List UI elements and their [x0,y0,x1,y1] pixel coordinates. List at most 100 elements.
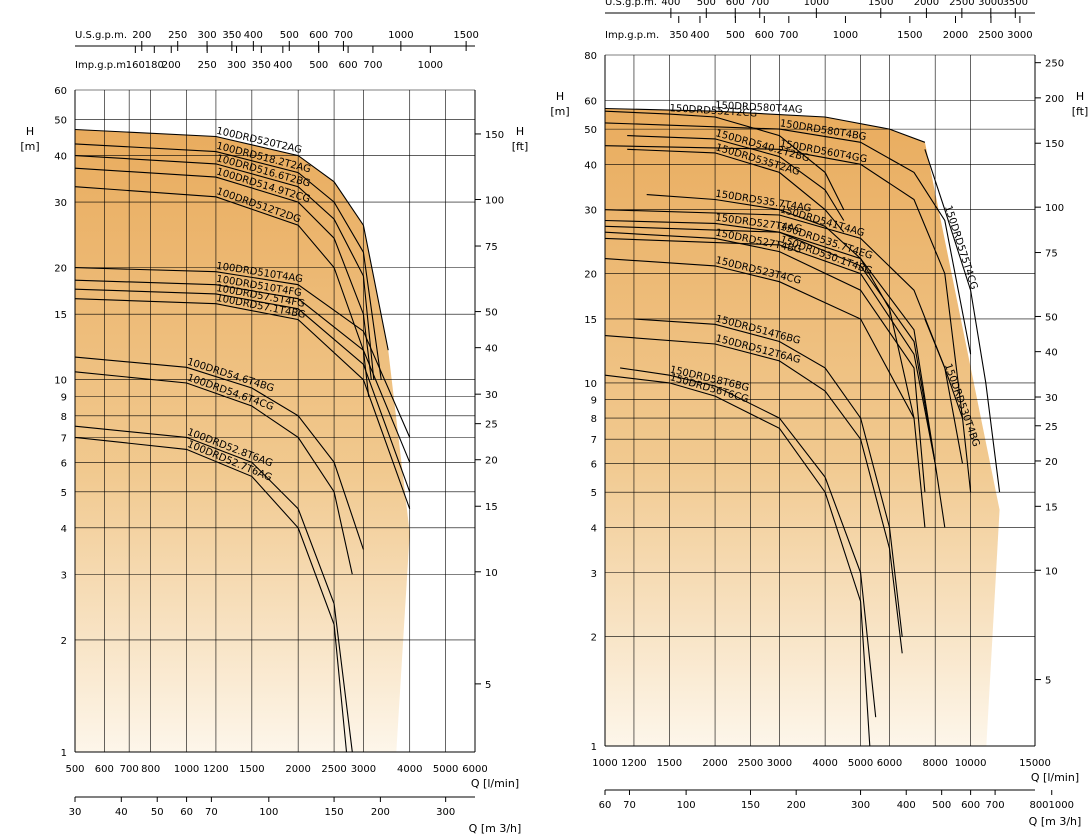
curve-150DRD523T4CG [604,258,926,528]
us-gpm-tick-label: 700 [750,0,769,8]
us-gpm-tick-label: 1000 [804,0,829,8]
imp-gpm-label: Imp.g.p.m. [605,30,659,41]
y-tick-label: 40 [584,160,597,171]
x-tick-label: 1500 [657,758,682,769]
y-tick-label: 7 [591,435,597,446]
m3h-tick-label: 50 [151,807,164,818]
m3h-tick-label: 60 [180,807,193,818]
us-gpm-tick-label: 700 [334,30,353,41]
x2-axis-title: Q [m 3/h] [1029,815,1082,828]
imp-gpm-tick-label: 600 [339,60,358,71]
ft-tick-label: 50 [485,308,498,319]
x-tick-label: 1200 [621,758,646,769]
y-axis-unit: [m] [20,140,39,153]
ft-tick-label: 25 [485,420,498,431]
y-tick-label: 5 [61,488,67,499]
operating-envelope [75,129,410,752]
m3h-tick-label: 70 [205,807,218,818]
curve-100DRD514.9T2CG [74,167,372,380]
m3h-tick-label: 200 [371,807,390,818]
curve-150DRD575T4CG [924,149,1001,493]
curve-150DRD527T4AG [604,219,936,464]
y-tick-label: 9 [591,396,597,407]
imp-gpm-tick-label: 180 [145,60,164,71]
imp-gpm-tick-label: 1000 [418,60,443,71]
us-gpm-tick-label: 2500 [949,0,974,8]
ft-tick-label: 10 [485,568,498,579]
us-gpm-tick-label: 600 [726,0,745,8]
x-tick-label: 1000 [592,758,617,769]
us-gpm-tick-label: 500 [280,30,299,41]
us-gpm-tick-label: 3000 [978,0,1003,8]
x-tick-label: 6000 [877,758,902,769]
imp-gpm-tick-label: 700 [363,60,382,71]
x-tick-label: 700 [120,764,139,775]
ft-tick-label: 250 [1045,59,1064,70]
curve-100DRD510T4FG [74,279,411,463]
m3h-tick-label: 150 [325,807,344,818]
us-gpm-tick-label: 400 [661,0,680,8]
imp-gpm-tick-label: 500 [309,60,328,71]
ft-tick-label: 200 [1045,94,1064,105]
curve-100DRD52.8T6AG [74,425,353,753]
us-gpm-tick-label: 500 [697,0,716,8]
y-tick-label: 2 [591,633,597,644]
x2-axis-title: Q [m 3/h] [469,822,522,834]
ft-tick-label: 15 [485,502,498,513]
curve-100DRD57.5T4FG [74,288,411,492]
curve-100DRD520T2AG [74,128,389,351]
ft-tick-label: 40 [485,344,498,355]
x-tick-label: 8000 [922,758,947,769]
y-tick-label: 1 [61,748,67,759]
curve-150DRD535.7T4EG [604,225,946,528]
y-tick-label: 50 [584,125,597,136]
x-tick-label: 1000 [174,764,199,775]
imp-gpm-tick-label: 1000 [833,30,858,41]
curve-150DRD527T4BG [604,231,926,493]
x-tick-label: 1500 [239,764,264,775]
curve-100DRD518.2T2AG [74,143,382,380]
y-tick-label: 9 [61,393,67,404]
x-tick-label: 3000 [767,758,792,769]
m3h-tick-label: 300 [851,800,870,811]
us-gpm-tick-label: 200 [132,30,151,41]
curve-150DRD540.2T2BG [627,135,845,221]
curve-150DRD560T4GG [604,145,964,419]
us-gpm-tick-label: 1500 [453,30,478,41]
y-tick-label: 10 [584,379,597,390]
m3h-tick-label: 200 [787,800,806,811]
imp-gpm-tick-label: 2500 [978,30,1003,41]
m3h-tick-label: 100 [259,807,278,818]
us-gpm-label: U.S.g.p.m. [605,0,657,8]
y-tick-label: 15 [584,315,597,326]
x-tick-label: 15000 [1019,758,1051,769]
ft-tick-label: 40 [1045,348,1058,359]
m3h-tick-label: 400 [897,800,916,811]
m3h-tick-label: 300 [436,807,455,818]
ft-tick-label: 20 [485,456,498,467]
y2-axis-unit: [ft] [512,140,529,153]
y-tick-label: 7 [61,433,67,444]
m3h-tick-label: 500 [932,800,951,811]
y-tick-label: 4 [61,524,67,535]
imp-gpm-tick-label: 160 [126,60,145,71]
imp-gpm-tick-label: 2000 [943,30,968,41]
imp-gpm-tick-label: 600 [755,30,774,41]
ft-tick-label: 150 [485,130,504,141]
curve-label: 150DRD580T4AG [715,100,803,116]
x-tick-label: 2500 [321,764,346,775]
y-tick-label: 60 [54,86,67,97]
imp-gpm-tick-label: 200 [162,60,181,71]
x-tick-label: 3000 [351,764,376,775]
chart-left: 500 600 700 800 1000 1200 1500 2000 2500 3000 4000… [20,30,528,834]
us-gpm-tick-label: 1500 [868,0,893,8]
ft-tick-label: 75 [1045,249,1058,260]
y-axis-title: H [556,90,564,103]
y-tick-label: 3 [61,570,67,581]
us-gpm-tick-label: 2000 [914,0,939,8]
m3h-tick-label: 70 [623,800,636,811]
m3h-tick-label: 150 [741,800,760,811]
y-tick-label: 60 [584,96,597,107]
y-tick-label: 30 [54,198,67,209]
m3h-tick-label: 8001000 [1029,800,1074,811]
